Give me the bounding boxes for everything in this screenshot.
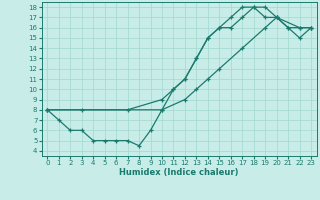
X-axis label: Humidex (Indice chaleur): Humidex (Indice chaleur) xyxy=(119,168,239,177)
